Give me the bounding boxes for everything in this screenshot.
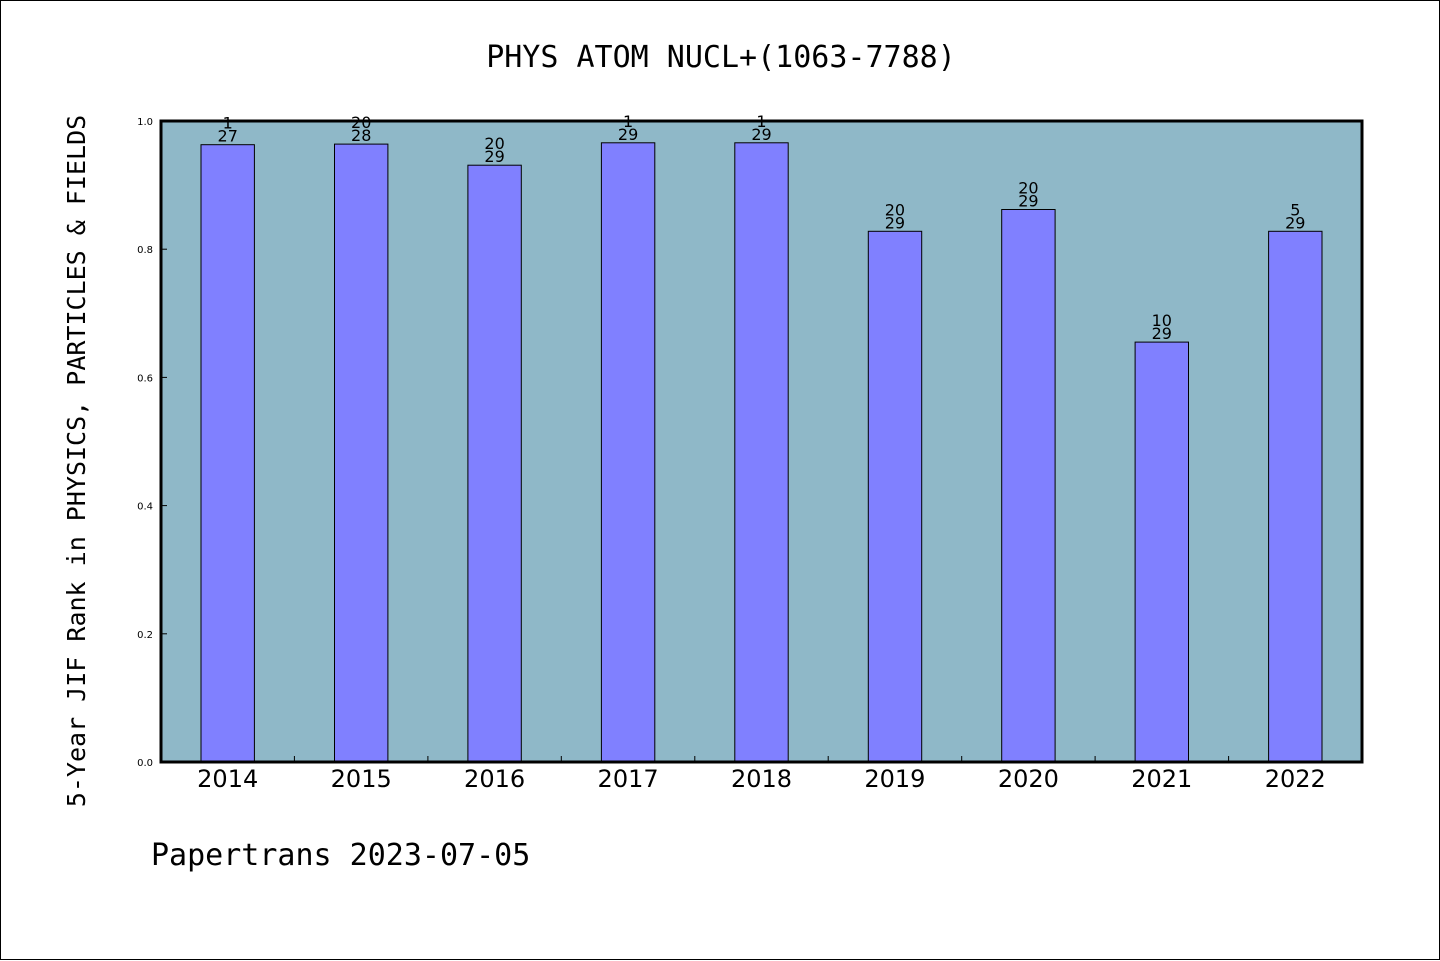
x-tick-label-2022: 2022 [1265,765,1326,793]
footer-credit: Papertrans 2023-07-05 [151,838,530,873]
x-tick-label-2014: 2014 [197,765,258,793]
data-label-total-2018: 29 [751,125,771,144]
data-label-total-2014: 27 [218,127,238,146]
x-tick-label-2020: 2020 [998,765,1059,793]
data-label-rank-2020: 20 [1018,179,1038,198]
y-tick-label-1.0: 1.0 [137,117,153,128]
bar-2019 [867,230,923,763]
data-label-rank-2016: 20 [484,134,504,153]
bar-2016 [467,164,522,763]
bar-2014 [200,144,255,763]
plot-border [159,119,1364,764]
bar-2021 [1134,341,1189,763]
data-label-total-2019: 29 [885,213,905,232]
x-axis-ticks: 2014 2015 2016 2017 2018 2019 2020 2021 2022 [197,756,1326,793]
y-tick-label-0.8: 0.8 [137,245,153,256]
x-tick-label-2018: 2018 [731,765,792,793]
x-tick-label-2019: 2019 [864,765,925,793]
y-tick-label-0.6: 0.6 [137,373,153,384]
chart-title: PHYS ATOM NUCL+(1063-7788) [486,40,956,75]
data-label-rank-2021: 10 [1152,311,1172,330]
data-label-total-2020: 29 [1018,192,1038,211]
bars-group [200,142,1323,763]
data-label-total-2022: 29 [1285,213,1305,232]
y-tick-label-0.0: 0.0 [137,758,153,769]
bar-2020 [1001,209,1056,763]
data-label-rank-2019: 20 [885,200,905,219]
data-label-total-2021: 29 [1152,324,1172,343]
y-axis-label: 5-Year JIF Rank in PHYSICS, PARTICLES & … [62,115,91,807]
data-label-rank-2015: 20 [351,113,371,132]
data-label-rank-2014: 1 [223,114,233,133]
bar-2018 [734,142,789,763]
bar-2015 [334,143,389,763]
data-label-total-2017: 29 [618,125,638,144]
y-tick-label-0.4: 0.4 [137,502,153,513]
data-label-rank-2022: 5 [1290,200,1300,219]
x-tick-label-2016: 2016 [464,765,525,793]
x-tick-label-2017: 2017 [598,765,659,793]
data-label-total-2016: 29 [484,147,504,166]
bar-2017 [600,142,656,763]
x-tick-label-2021: 2021 [1131,765,1192,793]
data-label-total-2015: 28 [351,126,371,145]
bar-2022 [1268,230,1323,763]
x-tick-label-2015: 2015 [331,765,392,793]
y-tick-label-0.2: 0.2 [137,630,153,641]
